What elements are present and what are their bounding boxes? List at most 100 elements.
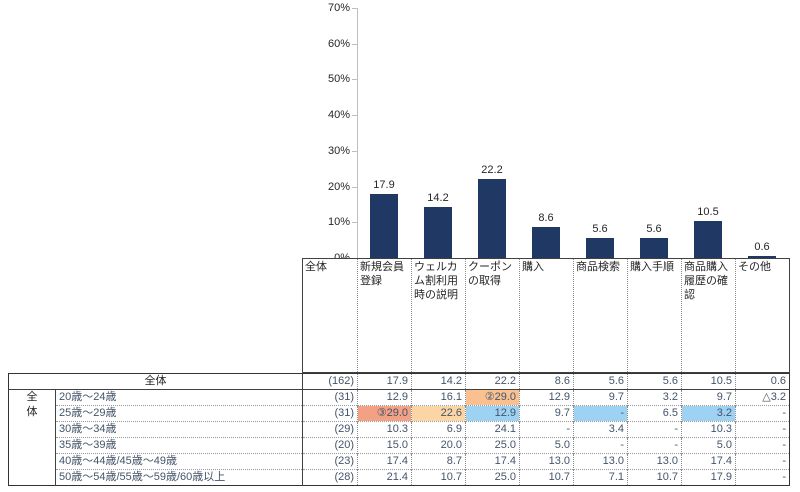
y-axis-line bbox=[357, 8, 358, 258]
value-cell: - bbox=[735, 405, 790, 422]
bar-column: 10.5 bbox=[681, 8, 735, 258]
value-cell: 3.4 bbox=[573, 421, 628, 438]
respondent-count-cell: (31) bbox=[302, 389, 358, 406]
bar bbox=[532, 227, 560, 258]
y-tick-mark bbox=[352, 186, 357, 188]
age-label-cell: 35歳～39歳 bbox=[55, 437, 303, 454]
bar bbox=[586, 238, 614, 258]
column-header-cell: 商品検索 bbox=[573, 258, 628, 373]
value-cell: - bbox=[573, 405, 628, 422]
value-cell: 10.7 bbox=[627, 469, 682, 486]
column-header-cell: クーポンの取得 bbox=[465, 258, 520, 373]
value-cell: - bbox=[735, 437, 790, 454]
bar-column: 17.9 bbox=[357, 8, 411, 258]
bar-column: 8.6 bbox=[519, 8, 573, 258]
table-row: 30歳～34歳 (29) 10.3 6.9 24.1-3.4-10.3- bbox=[9, 421, 790, 438]
value-cell: 13.0 bbox=[627, 453, 682, 470]
bar-chart: 17.9 14.2 22.2 8.6 5.6 5.6 10.5 0.6 bbox=[357, 8, 789, 258]
value-cell: 8.6 bbox=[519, 373, 574, 390]
y-tick-label: 30% bbox=[327, 144, 350, 157]
column-header-cell: その他 bbox=[735, 258, 790, 373]
respondent-count-cell: (31) bbox=[302, 405, 358, 422]
header-row: 全体 新規会員登録 ウェルカム割利用時の説明 クーポンの取得 購入 商品検索 購入手順 商品… bbox=[303, 258, 790, 373]
value-cell: 25.0 bbox=[465, 469, 520, 486]
y-tick-mark bbox=[352, 222, 357, 224]
value-cell: 13.0 bbox=[519, 453, 574, 470]
bar-column: 5.6 bbox=[627, 8, 681, 258]
value-cell: 3.2 bbox=[627, 389, 682, 406]
bar-value-label: 10.5 bbox=[697, 205, 719, 218]
value-cell: - bbox=[735, 469, 790, 486]
value-cell: - bbox=[627, 421, 682, 438]
bar bbox=[640, 238, 668, 258]
bar-value-label: 14.2 bbox=[427, 192, 449, 205]
value-cell: ③29.0 bbox=[357, 405, 412, 422]
value-cell: 17.9 bbox=[681, 469, 736, 486]
value-cell: ②29.0 bbox=[465, 389, 520, 406]
y-tick-label: 20% bbox=[327, 180, 350, 193]
value-cell: 17.4 bbox=[681, 453, 736, 470]
value-cell: 7.1 bbox=[573, 469, 628, 486]
table-row: 25歳～29歳 (31) ③29.0 22.6 12.9 9.7-6.5 3.2- bbox=[9, 405, 790, 422]
age-label-cell: 50歳～54歳/55歳～59歳/60歳以上 bbox=[55, 469, 303, 486]
value-cell: - bbox=[519, 421, 574, 438]
value-cell: - bbox=[627, 437, 682, 454]
value-cell: 17.9 bbox=[357, 373, 412, 390]
group-header-cell: 全体 bbox=[8, 389, 56, 486]
bar-value-label: 22.2 bbox=[481, 163, 503, 176]
y-tick-label: 10% bbox=[327, 216, 350, 229]
column-header-table: 全体 新規会員登録 ウェルカム割利用時の説明 クーポンの取得 購入 商品検索 購入手順 商品… bbox=[302, 258, 790, 373]
value-cell: 15.0 bbox=[357, 437, 412, 454]
y-tick-mark bbox=[352, 150, 357, 152]
bar bbox=[370, 194, 398, 258]
column-header-cell: ウェルカム割利用時の説明 bbox=[411, 258, 466, 373]
column-header-cell: 商品購入履歴の確認 bbox=[681, 258, 736, 373]
y-tick-mark bbox=[352, 79, 357, 81]
bar bbox=[478, 178, 506, 258]
y-tick-label: 40% bbox=[327, 109, 350, 122]
value-cell: 21.4 bbox=[357, 469, 412, 486]
value-cell: - bbox=[573, 437, 628, 454]
value-cell: 22.6 bbox=[411, 405, 466, 422]
bar-value-label: 8.6 bbox=[538, 212, 554, 225]
y-tick-mark bbox=[352, 8, 357, 9]
bar-value-label: 0.6 bbox=[754, 240, 770, 253]
value-cell: 9.7 bbox=[573, 389, 628, 406]
value-cell: 0.6 bbox=[735, 373, 790, 390]
age-label-cell: 30歳～34歳 bbox=[55, 421, 303, 438]
value-cell: 5.6 bbox=[627, 373, 682, 390]
corner-header-cell: 全体 bbox=[305, 261, 327, 273]
bar bbox=[694, 220, 722, 258]
value-cell: 8.7 bbox=[411, 453, 466, 470]
data-table: 全体 (162) 17.9 14.2 22.2 8.6 5.6 5.6 10.5 0.6 全体 20歳… bbox=[8, 373, 790, 486]
value-cell: 17.4 bbox=[357, 453, 412, 470]
y-tick-label: 70% bbox=[327, 2, 350, 14]
value-cell: 10.7 bbox=[411, 469, 466, 486]
bar-column: 14.2 bbox=[411, 8, 465, 258]
total-label-cell: 全体 bbox=[8, 373, 303, 390]
respondent-count-cell: (23) bbox=[302, 453, 358, 470]
value-cell: 10.3 bbox=[681, 421, 736, 438]
bar bbox=[748, 255, 776, 258]
bar-column: 5.6 bbox=[573, 8, 627, 258]
column-header-cell: 新規会員登録 bbox=[357, 258, 412, 373]
value-cell: 9.7 bbox=[681, 389, 736, 406]
value-cell: 24.1 bbox=[465, 421, 520, 438]
value-cell: 25.0 bbox=[465, 437, 520, 454]
value-cell: 3.2 bbox=[681, 405, 736, 422]
y-axis: 70%60%50%40%30%20%10%0% bbox=[300, 2, 350, 264]
table-row: 40歳～44歳/45歳～49歳 (23) 17.4 8.7 17.4 13.0 13.0 13… bbox=[9, 453, 790, 470]
age-label-cell: 40歳～44歳/45歳～49歳 bbox=[55, 453, 303, 470]
y-tick-mark bbox=[352, 115, 357, 117]
respondent-count-cell: (29) bbox=[302, 421, 358, 438]
value-cell: 10.5 bbox=[681, 373, 736, 390]
value-cell: - bbox=[735, 453, 790, 470]
y-tick-label: 60% bbox=[327, 37, 350, 50]
bar-column: 22.2 bbox=[465, 8, 519, 258]
age-label-cell: 20歳～24歳 bbox=[55, 389, 303, 406]
column-header-cell: 購入手順 bbox=[627, 258, 682, 373]
y-tick-label: 50% bbox=[327, 73, 350, 86]
table-row: 50歳～54歳/55歳～59歳/60歳以上 (28) 21.4 10.7 25.0 10.… bbox=[9, 469, 790, 486]
bar bbox=[424, 207, 452, 258]
